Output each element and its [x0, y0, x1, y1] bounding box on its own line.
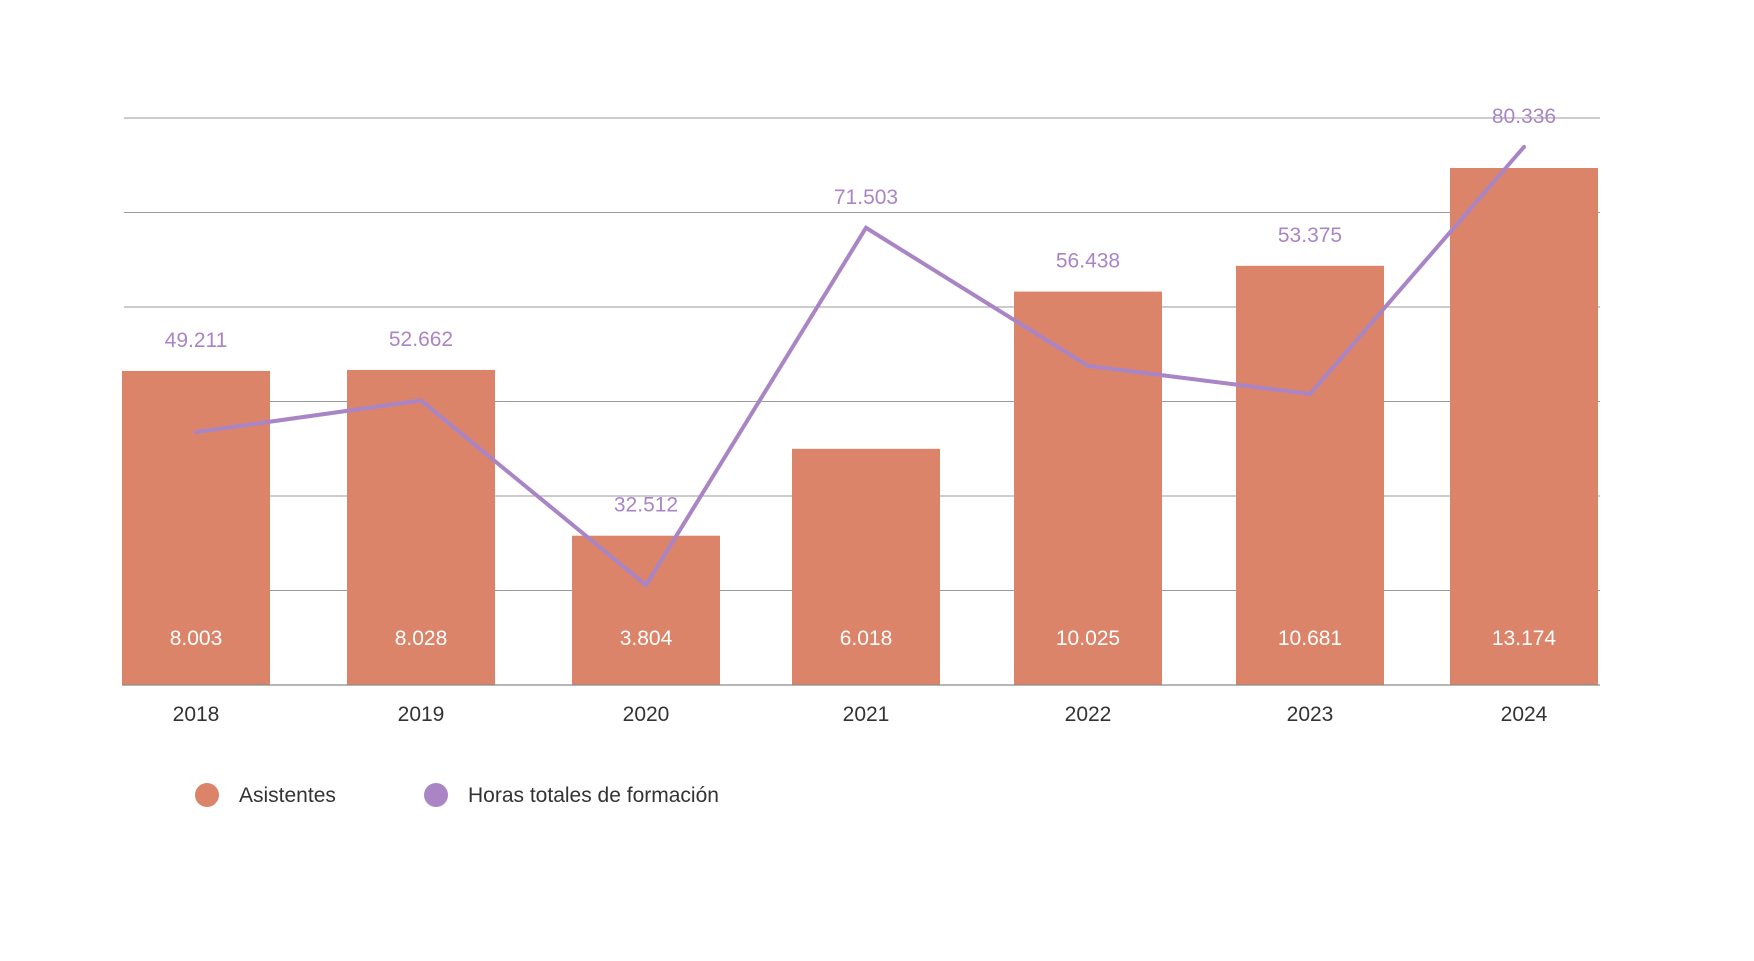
legend-swatch-horas [424, 783, 448, 807]
line-label-2019: 52.662 [389, 328, 453, 351]
bar-label-2022: 10.025 [1056, 627, 1120, 650]
bar-label-2020: 3.804 [620, 627, 673, 650]
x-tick-2021: 2021 [843, 703, 890, 726]
line-horas [194, 144, 1526, 589]
bar-2023 [1236, 265, 1384, 685]
line-path-horas [194, 144, 1526, 589]
x-tick-2018: 2018 [173, 703, 220, 726]
line-label-2020: 32.512 [614, 494, 678, 517]
x-tick-2019: 2019 [398, 703, 445, 726]
bar-label-2021: 6.018 [840, 627, 893, 650]
bar-label-2018: 8.003 [170, 627, 223, 650]
bar-2024 [1450, 168, 1598, 685]
legend-label-horas: Horas totales de formación [468, 784, 719, 807]
bar-2021 [792, 448, 940, 685]
x-tick-2020: 2020 [623, 703, 670, 726]
legend: Asistentes Horas totales de formación [195, 783, 719, 807]
line-label-2022: 56.438 [1056, 250, 1120, 273]
line-label-2024: 80.336 [1492, 105, 1556, 128]
data-labels: 49.211 52.662 32.512 71.503 56.438 53.375 80.3… [165, 105, 1557, 650]
legend-label-asistentes: Asistentes [239, 784, 336, 807]
line-label-2021: 71.503 [834, 186, 898, 209]
bars-asistentes [122, 168, 1598, 685]
bar-label-2024: 13.174 [1492, 627, 1557, 650]
x-tick-2022: 2022 [1065, 703, 1112, 726]
bar-2022 [1014, 291, 1162, 685]
bar-label-2019: 8.028 [395, 627, 448, 650]
bar-2019 [347, 369, 495, 685]
line-label-2018: 49.211 [165, 329, 228, 352]
x-tick-2024: 2024 [1501, 703, 1548, 726]
line-label-2023: 53.375 [1278, 224, 1342, 247]
bar-label-2023: 10.681 [1278, 627, 1342, 650]
x-axis: 2018 2019 2020 2021 2022 2023 2024 [122, 684, 1600, 726]
x-tick-2023: 2023 [1287, 703, 1334, 726]
bar-2020 [572, 535, 720, 685]
legend-swatch-asistentes [195, 783, 219, 807]
